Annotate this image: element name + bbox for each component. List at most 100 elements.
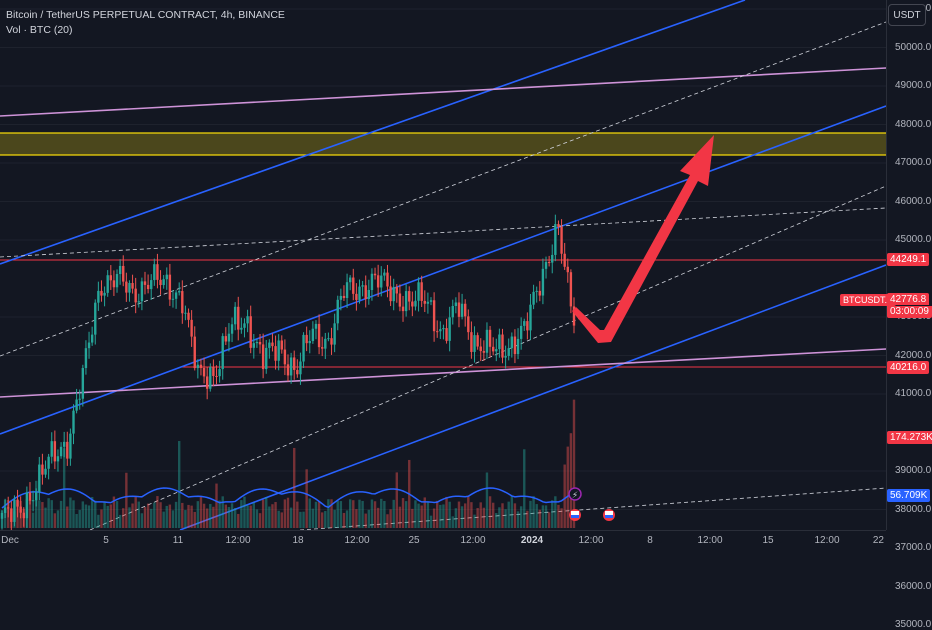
candle-body <box>177 291 181 293</box>
volume-bar <box>153 502 156 528</box>
volume-bar <box>205 508 209 528</box>
volume-bar <box>389 509 392 528</box>
volume-bar <box>72 500 75 528</box>
volume-bar <box>451 516 454 528</box>
channel-lower-line[interactable] <box>179 264 886 530</box>
last-price-badge: 42776.8 <box>887 293 930 305</box>
channel-upper-line[interactable] <box>0 0 746 265</box>
volume-bar <box>255 509 259 528</box>
volume-bar <box>386 514 389 528</box>
candle-body <box>523 321 526 326</box>
volume-bar <box>454 508 458 528</box>
candle-body <box>230 324 234 334</box>
candle-body <box>28 492 32 501</box>
volume-indicator-label[interactable]: Vol · BTC (20) <box>6 24 73 36</box>
volume-bar <box>557 504 560 528</box>
candle-body <box>299 361 302 375</box>
volume-bar <box>150 508 153 528</box>
volume-bar <box>286 497 290 528</box>
event-icon-flag-2[interactable] <box>603 509 615 521</box>
price-tick-label: 35000.0 <box>895 619 932 630</box>
candle-body <box>205 376 209 389</box>
event-icon-lightning[interactable]: ⚡ <box>568 487 582 501</box>
candle-body <box>311 328 315 341</box>
candle-body <box>314 323 318 329</box>
volume-bar <box>519 506 523 528</box>
candle-body <box>442 328 445 330</box>
candle-body <box>460 303 464 317</box>
volume-bars <box>0 399 576 528</box>
candle-body <box>94 302 97 335</box>
volume-bar <box>122 508 125 528</box>
candle-body <box>476 335 479 347</box>
price-tick-label: 47000.0 <box>895 157 932 168</box>
candle-body <box>41 464 44 475</box>
volume-bar <box>199 496 203 528</box>
volume-bar <box>137 501 140 528</box>
volume-bar <box>280 512 283 528</box>
candle-body <box>103 292 106 296</box>
price-tick-label: 36000.0 <box>895 580 932 592</box>
volume-bar <box>376 507 380 528</box>
volume-bar <box>296 501 299 528</box>
event-icon-flag-1[interactable] <box>569 509 581 521</box>
price-tick-label: 37000.0 <box>895 542 932 553</box>
candle-body <box>75 399 78 411</box>
candle-body <box>125 281 128 293</box>
volume-bar <box>339 501 343 528</box>
volume-bar <box>355 509 358 528</box>
projection-arrow[interactable] <box>572 135 714 343</box>
candle-body <box>280 340 283 350</box>
candle-body <box>532 291 535 305</box>
time-axis[interactable]: Dec 5 11 12:00 18 12:00 25 12:00 2024 12:00 8 12:00… <box>0 530 886 551</box>
volume-bar <box>165 505 168 528</box>
volume-bar <box>246 505 249 528</box>
candle-body <box>554 224 557 255</box>
price-tick-label: 41000.0 <box>895 388 932 399</box>
currency-button[interactable]: USDT <box>888 4 926 26</box>
candle-body <box>420 282 423 301</box>
volume-bar <box>227 507 231 528</box>
candle-body <box>150 280 153 290</box>
volume-bar <box>460 506 464 528</box>
pink-trend-lower[interactable] <box>0 348 886 398</box>
candle-body <box>348 277 352 283</box>
candle-body <box>436 331 439 333</box>
volume-bar <box>541 505 545 528</box>
candle-body <box>373 273 377 276</box>
candle-body <box>153 264 156 281</box>
volume-bar <box>448 501 451 528</box>
candle-body <box>72 410 75 434</box>
volume-bar <box>314 501 318 528</box>
candle-body <box>190 319 193 337</box>
price-chart[interactable]: ⚡ <box>0 0 886 530</box>
candle-body <box>516 338 520 355</box>
volume-bar <box>44 507 47 528</box>
price-tick-label: 38000.0 <box>895 503 932 515</box>
price-tick-label: 46000.0 <box>895 195 932 207</box>
volume-bar <box>100 509 103 528</box>
candle-body <box>386 272 389 287</box>
channel-mid-line[interactable] <box>0 105 886 435</box>
time-tick-label: 22 <box>872 535 884 546</box>
volume-bar <box>336 500 339 528</box>
candle-body <box>59 446 63 457</box>
volume-bar <box>345 510 349 528</box>
time-tick-label: 25 <box>408 535 420 546</box>
volume-bar <box>348 499 352 528</box>
volume-bar <box>128 507 131 528</box>
candle-body <box>25 492 29 519</box>
volume-bar <box>498 507 501 528</box>
volume-bar <box>277 510 280 528</box>
pink-trend-upper[interactable] <box>0 67 886 117</box>
candle-body <box>243 323 246 328</box>
candle-body <box>109 275 113 281</box>
candle-body <box>355 293 358 300</box>
volume-bar <box>572 399 576 528</box>
candle-body <box>47 456 50 469</box>
time-tick-label: 5 <box>103 535 109 546</box>
volume-bar <box>442 504 445 528</box>
candle-body <box>327 338 330 340</box>
candle-body <box>252 343 256 348</box>
candle-body <box>395 286 399 294</box>
